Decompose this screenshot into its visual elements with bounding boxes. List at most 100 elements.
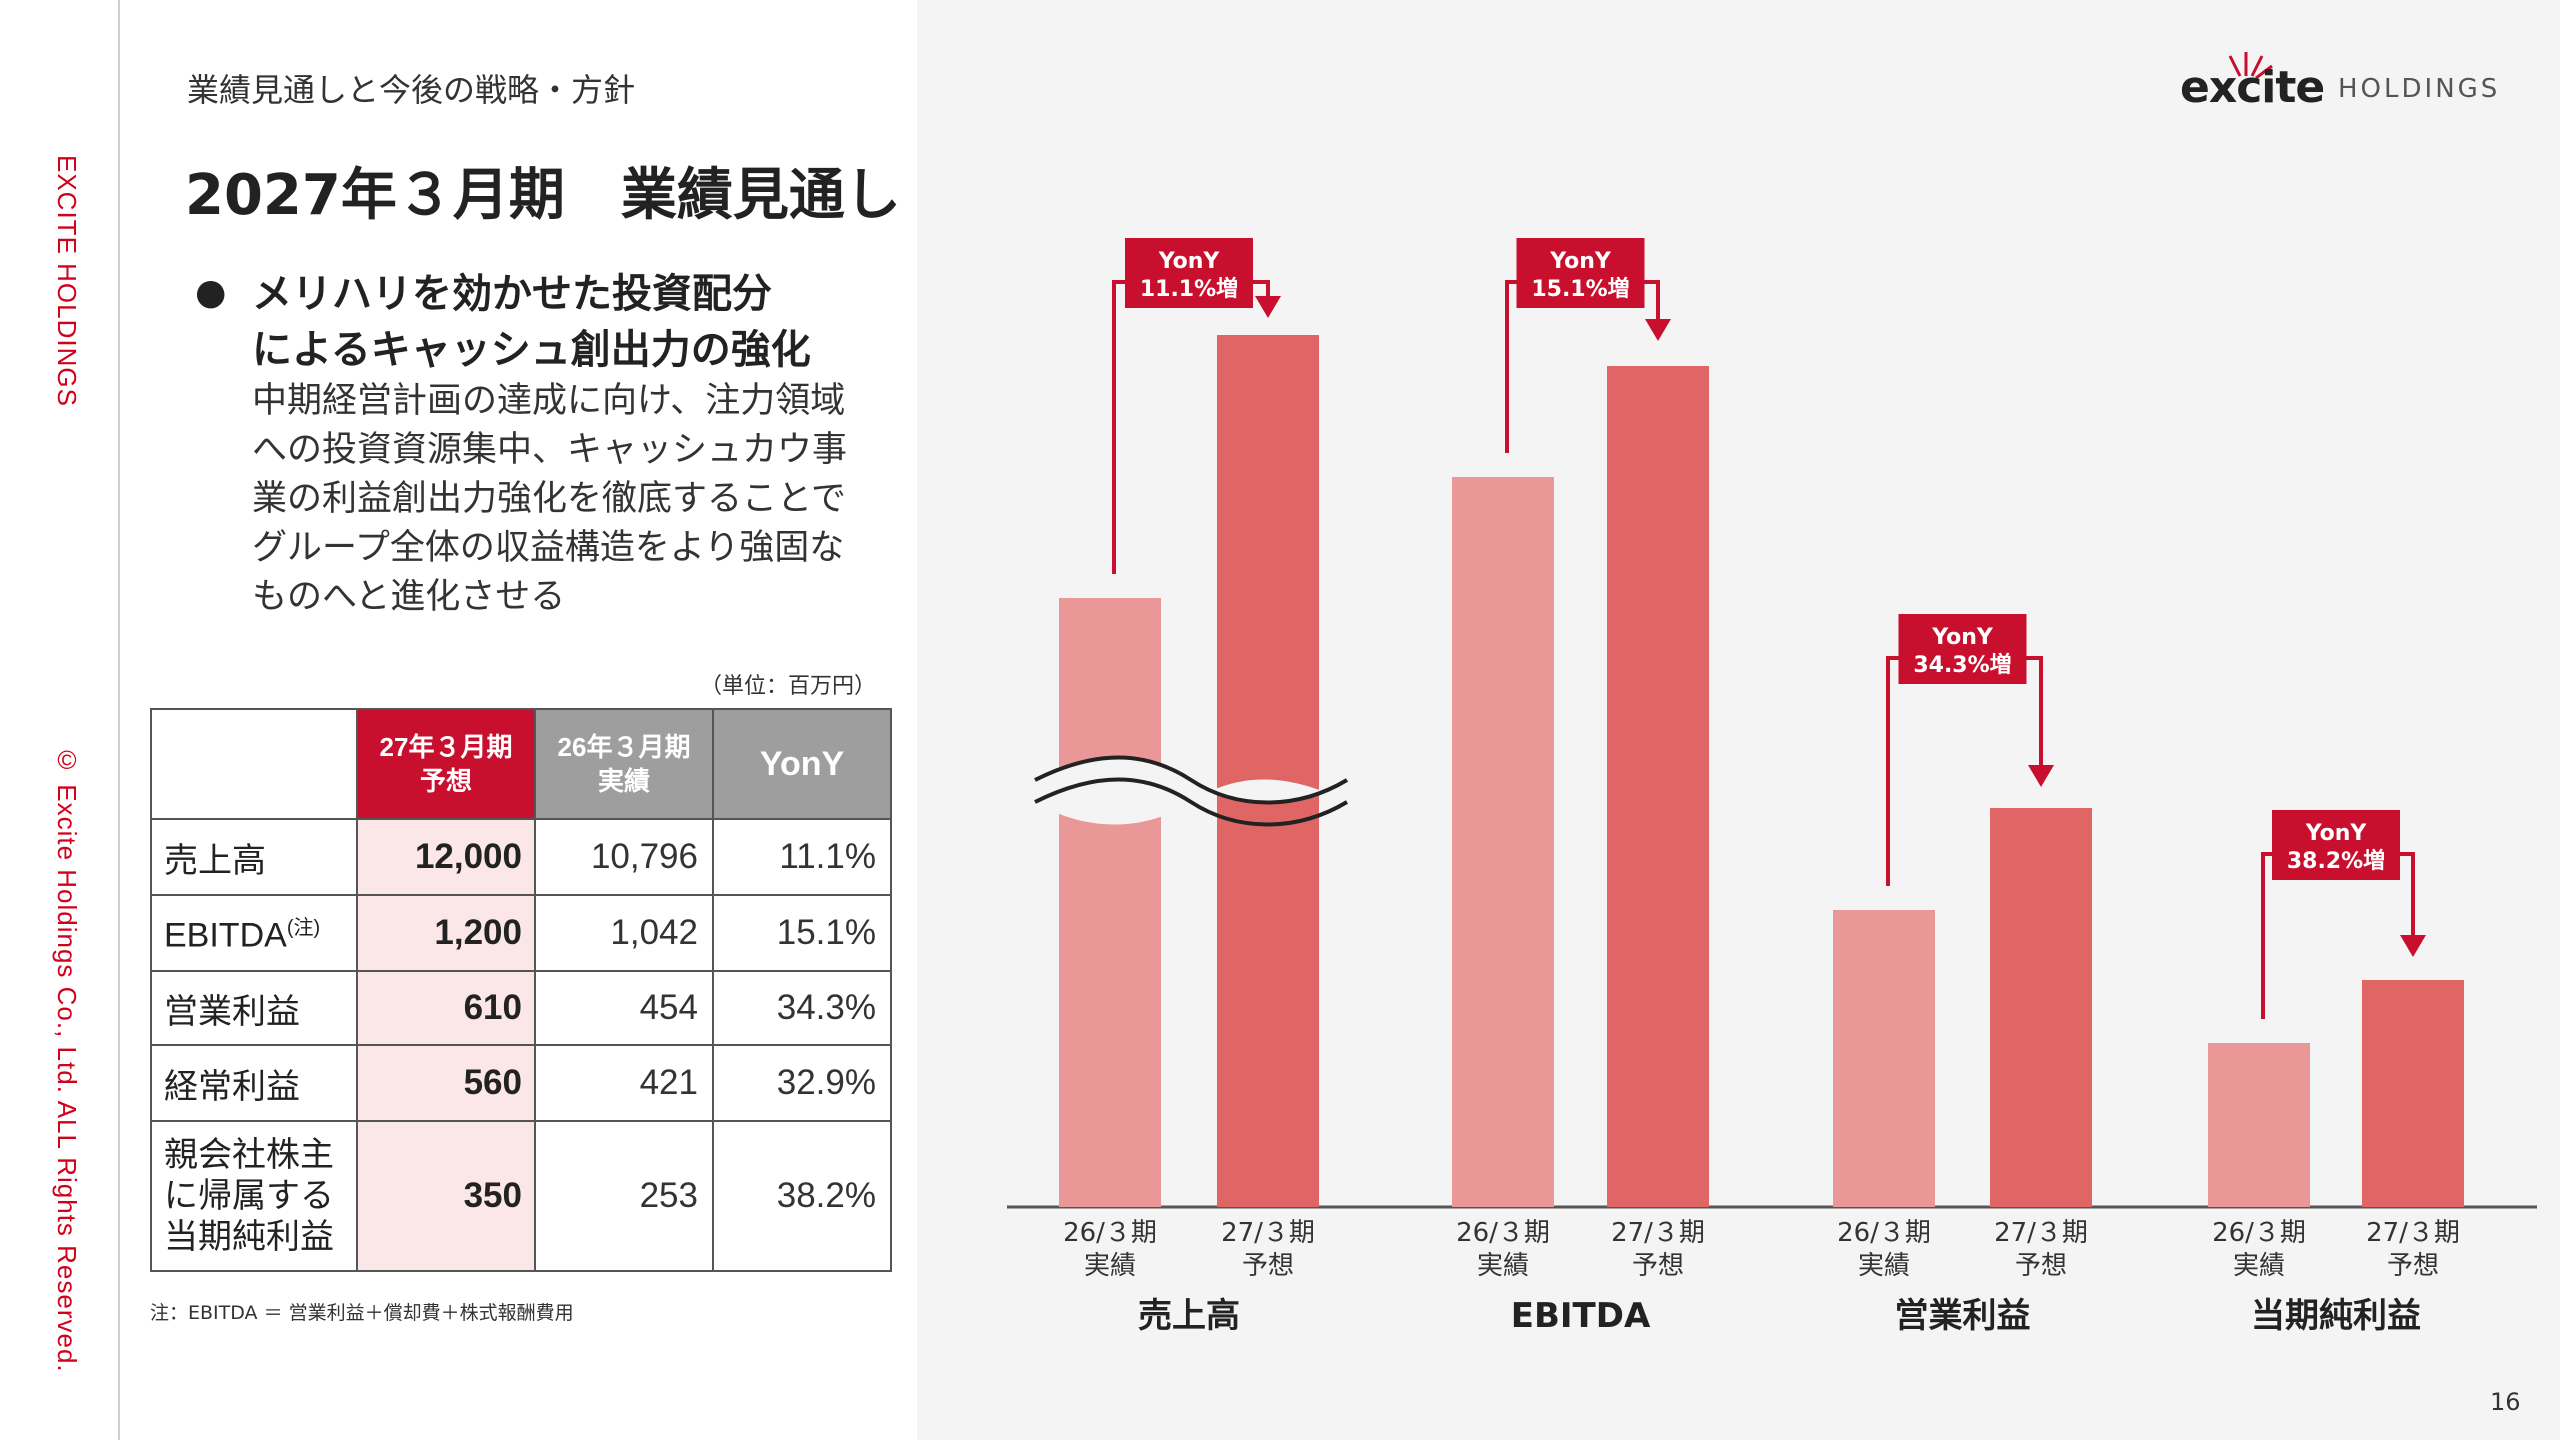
bullet-body: 中期経営計画の達成に向け、注力領域 への投資資源集中、キャッシュカウ事 業の利益… [252, 377, 872, 622]
row-label: 営業利益 [150, 970, 358, 1046]
bar-label-line2: 実績 [1858, 1251, 1910, 1281]
yoy-bar-chart: YonY11.1%増26/３期実績27/３期予想売上高YonY15.1%増26/… [1007, 238, 2537, 1336]
row-yoy: 38.2% [712, 1120, 892, 1272]
bar-forecast [2362, 980, 2464, 1207]
side-brand-text: EXCITE HOLDINGS [52, 155, 82, 407]
bullet-body-line: 中期経営計画の達成に向け、注力領域 [252, 381, 846, 421]
page-number: 16 [2490, 1388, 2521, 1416]
row-label-line: 親会社株主 [164, 1135, 334, 1174]
side-copyright-text: © Excite Holdings Co., Ltd. ALL Rights R… [52, 745, 82, 1373]
bar-forecast [1990, 808, 2092, 1207]
bullet-marker: ● [195, 272, 227, 313]
bar-label-line1: 26/３期 [1837, 1218, 1931, 1248]
bar-forecast [1217, 335, 1319, 1207]
yoy-label-line2: 34.3%増 [1913, 652, 2011, 678]
axis-break-line-top [1034, 755, 1349, 805]
bar-label-line1: 27/３期 [1611, 1218, 1705, 1248]
table-header-row: 27年３月期 予想 26年３月期 実績 YonY [150, 708, 892, 820]
row-label-text: EBITDA [164, 916, 287, 955]
yoy-arrowhead-icon [1255, 296, 1281, 318]
yoy-label-line1: YonY [1931, 625, 1994, 650]
table-header-yoy: YonY [712, 708, 892, 820]
table-unit-label: （単位：百万円） [700, 674, 877, 699]
axis-break-fill [1035, 757, 1347, 825]
row-estimate: 12,000 [356, 818, 536, 896]
yoy-connector-left [1112, 280, 1125, 574]
bar-actual [1833, 910, 1935, 1207]
bar-label-line1: 26/３期 [1456, 1218, 1550, 1248]
yoy-connector-left [2261, 852, 2272, 1019]
table-header-blank [150, 708, 358, 820]
yoy-label-line2: 15.1%増 [1531, 276, 1629, 302]
bar-label-line2: 実績 [1084, 1251, 1136, 1281]
row-estimate: 350 [356, 1120, 536, 1272]
row-label-line: に帰属する [164, 1176, 334, 1215]
bar-actual [2208, 1043, 2310, 1207]
yoy-connector-right [1253, 280, 1270, 300]
yoy-arrowhead-icon [2400, 935, 2426, 957]
bullet-body-line: 業の利益創出力強化を徹底することで [252, 479, 846, 519]
page-title: 2027年３月期 業績見通し [185, 163, 901, 228]
yoy-arrowhead-icon [2028, 765, 2054, 787]
row-yoy: 15.1% [712, 894, 892, 972]
row-actual: 454 [534, 970, 714, 1046]
category-label: 営業利益 [1895, 1296, 2031, 1336]
yoy-connector-right [2026, 656, 2043, 769]
bar-label-line1: 27/３期 [1994, 1218, 2088, 1248]
bullet-heading-line: メリハリを効かせた投資配分 [252, 271, 772, 317]
table-row: 親会社株主 に帰属する 当期純利益 350 253 38.2% [150, 1120, 892, 1272]
header-estimate-line2: 予想 [419, 766, 472, 796]
yoy-label-line2: 11.1%増 [1140, 276, 1238, 302]
bar-actual [1452, 477, 1554, 1207]
row-actual: 421 [534, 1044, 714, 1122]
bullet-body-line: グループ全体の収益構造をより強固な [252, 528, 845, 568]
table-row: 売上高 12,000 10,796 11.1% [150, 818, 892, 896]
yoy-connector-left [1505, 280, 1517, 453]
row-label: 親会社株主 に帰属する 当期純利益 [150, 1120, 358, 1272]
row-label-line: 当期純利益 [164, 1217, 334, 1256]
bullet-body-line: ものへと進化させる [252, 577, 566, 617]
row-label-note: (注) [286, 916, 321, 939]
bullet-heading: メリハリを効かせた投資配分 によるキャッシュ創出力の強化 [252, 266, 892, 378]
header-actual-line1: 26年３月期 [557, 732, 691, 762]
table-footnote: 注：EBITDA ＝ 営業利益＋償却費＋株式報酬費用 [150, 1302, 574, 1324]
bar-label-line1: 26/３期 [1063, 1218, 1157, 1248]
table-row: EBITDA(注) 1,200 1,042 15.1% [150, 894, 892, 972]
yoy-label-box [2272, 810, 2400, 880]
breadcrumb: 業績見通しと今後の戦略・方針 [187, 71, 636, 109]
row-estimate: 1,200 [356, 894, 536, 972]
logo-rays-icon [2228, 52, 2273, 80]
bar-label-line2: 実績 [1477, 1251, 1529, 1281]
bar-label-line1: 27/３期 [1221, 1218, 1315, 1248]
bar-label-line1: 27/３期 [2366, 1218, 2460, 1248]
table-header-estimate: 27年３月期 予想 [356, 708, 536, 820]
header-estimate-line1: 27年３月期 [379, 732, 513, 762]
row-actual: 1,042 [534, 894, 714, 972]
table-header-actual: 26年３月期 実績 [534, 708, 714, 820]
bar-label-line2: 予想 [1632, 1251, 1684, 1281]
row-yoy: 34.3% [712, 970, 892, 1046]
yoy-arrowhead-icon [1645, 319, 1671, 341]
row-actual: 10,796 [534, 818, 714, 896]
bar-label-line2: 予想 [2015, 1251, 2067, 1281]
row-estimate: 610 [356, 970, 536, 1046]
yoy-connector-left [1886, 656, 1899, 886]
row-yoy: 11.1% [712, 818, 892, 896]
header-actual-line2: 実績 [597, 766, 650, 796]
table-row: 経常利益 560 421 32.9% [150, 1044, 892, 1122]
bar-label-line2: 実績 [2233, 1251, 2285, 1281]
yoy-label-line2: 38.2%増 [2287, 848, 2385, 874]
category-label: EBITDA [1511, 1296, 1651, 1336]
yoy-connector-right [2400, 852, 2415, 939]
table-row: 営業利益 610 454 34.3% [150, 970, 892, 1046]
bullet-heading-line: によるキャッシュ創出力の強化 [252, 327, 811, 373]
bullet-body-line: への投資資源集中、キャッシュカウ事 [252, 430, 848, 470]
yoy-label-box [1125, 238, 1253, 308]
yoy-label-line1: YonY [1549, 249, 1612, 274]
bar-label-line1: 26/３期 [2212, 1218, 2306, 1248]
axis-break-line-bottom [1034, 777, 1349, 827]
financial-table: 27年３月期 予想 26年３月期 実績 YonY 売上高 12,000 10,7… [150, 708, 892, 1272]
company-logo: excite HOLDINGS [2180, 52, 2510, 120]
yoy-label-line1: YonY [2305, 821, 2368, 846]
yoy-connector-right [1644, 280, 1660, 323]
